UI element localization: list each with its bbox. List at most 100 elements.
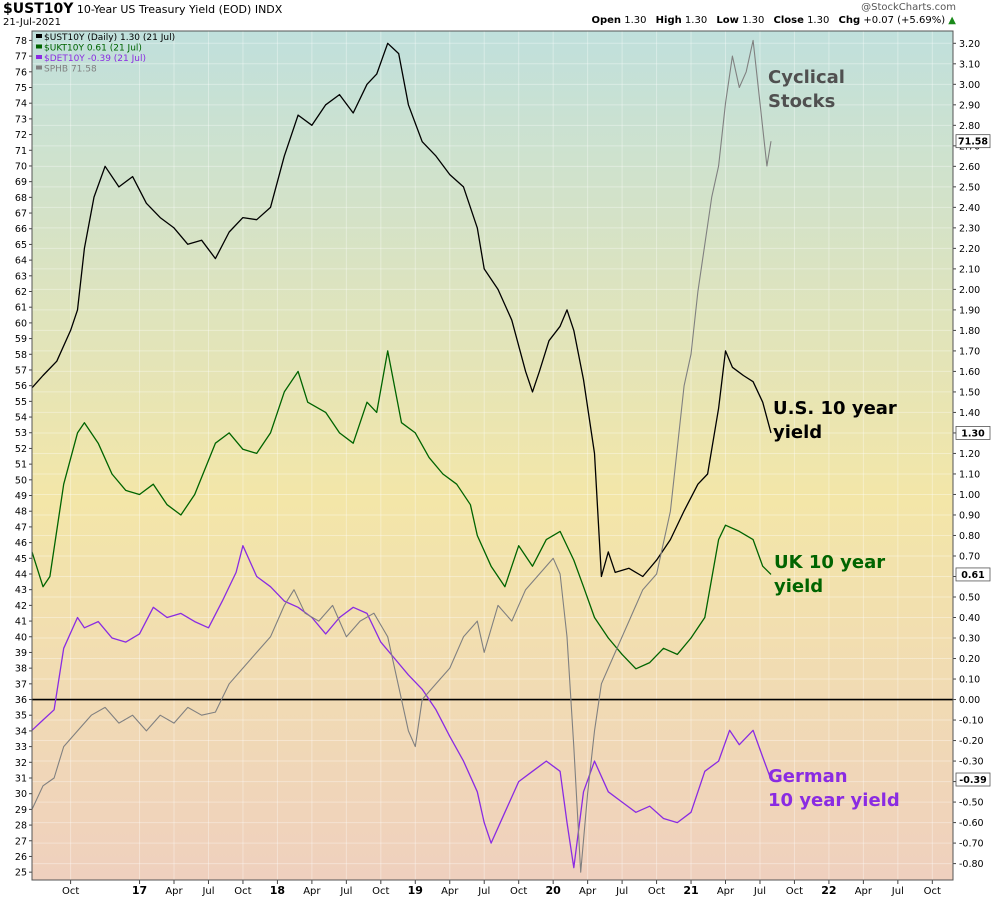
x-tick-label: 20: [546, 884, 562, 897]
right-tick-label: 3.10: [959, 59, 980, 70]
left-tick-label: 47: [15, 522, 27, 533]
left-tick-label: 42: [15, 601, 27, 612]
close-label: Close: [773, 15, 804, 26]
series-line-det10y: [31, 545, 772, 869]
right-tick-label: 2.90: [959, 100, 980, 111]
x-tick-label: Jul: [339, 886, 352, 897]
close-value: 1.30: [807, 15, 830, 26]
left-tick-label: 58: [15, 350, 27, 361]
left-tick-label: 44: [15, 569, 27, 580]
legend-swatch: [36, 55, 42, 59]
open-value: 1.30: [624, 15, 647, 26]
left-tick-label: 38: [15, 664, 27, 675]
x-tick-label: Oct: [924, 886, 941, 897]
left-tick-label: 67: [15, 209, 27, 220]
left-tick-label: 39: [15, 648, 27, 659]
last-value-tag: [955, 772, 991, 787]
right-tick-label: 3.00: [959, 80, 980, 91]
annotation-uk: yield: [774, 576, 823, 597]
left-tick-label: 59: [15, 334, 27, 345]
left-tick-label: 33: [15, 742, 27, 753]
right-tick-label: -0.50: [959, 798, 984, 809]
series-line-sphb: [31, 39, 772, 873]
symbol: $UST10Y: [3, 1, 74, 17]
right-tick-label: 1.50: [959, 387, 980, 398]
left-tick-label: 56: [15, 381, 27, 392]
x-tick-label: Jul: [891, 886, 904, 897]
ohlc-stats: Open 1.30 High 1.30 Low 1.30 Close 1.30 …: [585, 15, 956, 26]
left-tick-label: 52: [15, 444, 27, 455]
x-tick-label: 17: [132, 884, 147, 897]
last-value-label: 0.61: [961, 570, 984, 581]
left-tick-label: 27: [15, 836, 27, 847]
high-value: 1.30: [684, 15, 708, 26]
left-tick-label: 70: [15, 161, 27, 172]
right-tick-label: 1.70: [959, 346, 980, 357]
left-tick-label: 29: [15, 805, 27, 816]
left-tick-label: 41: [15, 617, 27, 628]
chart-date: 21-Jul-2021: [3, 17, 62, 28]
right-tick-label: -0.10: [959, 716, 984, 727]
right-tick-label: 0.80: [959, 531, 980, 542]
x-tick-label: Oct: [786, 886, 803, 897]
left-tick-label: 64: [15, 256, 27, 267]
left-tick-label: 65: [15, 240, 27, 251]
x-tick-label: Jul: [753, 886, 766, 897]
right-tick-label: 2.20: [959, 244, 980, 255]
right-tick-label: 0.00: [959, 695, 980, 706]
left-tick-label: 45: [15, 554, 27, 565]
x-tick-label: Oct: [648, 886, 665, 897]
left-tick-label: 69: [15, 177, 27, 188]
last-value-label: -0.39: [959, 775, 986, 786]
right-tick-label: 0.50: [959, 593, 980, 604]
x-tick-label: Oct: [510, 886, 527, 897]
x-tick-label: Jul: [615, 886, 628, 897]
open-label: Open: [591, 15, 622, 26]
left-tick-label: 37: [15, 679, 27, 690]
legend-swatch: [36, 34, 42, 38]
x-tick-label: Jul: [477, 886, 490, 897]
left-tick-label: 72: [15, 130, 27, 141]
x-tick-label: Oct: [234, 886, 251, 897]
plot-border: [31, 30, 954, 881]
x-tick-label: 21: [683, 884, 698, 897]
left-tick-label: 36: [15, 695, 27, 706]
chg-arrow-icon: ▲: [948, 15, 956, 26]
last-value-tag: [955, 134, 991, 149]
annotation-german: German: [768, 766, 848, 787]
left-tick-label: 35: [15, 711, 27, 722]
right-tick-label: 2.80: [959, 121, 980, 132]
right-tick-label: 2.10: [959, 264, 980, 275]
left-tick-label: 68: [15, 193, 27, 204]
right-tick-label: 0.10: [959, 675, 980, 686]
legend-entry: $DET10Y -0.39 (21 Jul): [44, 54, 146, 64]
legend-swatch: [36, 44, 42, 49]
right-tick-label: 2.00: [959, 285, 980, 296]
left-tick-label: 40: [15, 632, 27, 643]
annotation-cyclical: Stocks: [768, 91, 835, 112]
right-tick-label: -0.80: [959, 859, 984, 870]
left-tick-label: 63: [15, 271, 27, 282]
left-tick-label: 28: [15, 821, 27, 832]
x-tick-label: Jul: [201, 886, 214, 897]
left-tick-label: 77: [15, 52, 27, 63]
right-tick-label: 0.70: [959, 551, 980, 562]
right-tick-label: 2.60: [959, 162, 980, 173]
last-value-tag: [955, 426, 991, 440]
last-value-tag: [955, 567, 991, 582]
left-tick-label: 71: [15, 146, 27, 157]
chg-value: +0.07 (+5.69%): [863, 15, 946, 26]
x-tick-label: Apr: [441, 886, 459, 897]
left-tick-label: 25: [15, 868, 27, 879]
chart-header: $UST10Y 10-Year US Treasury Yield (EOD) …: [3, 1, 282, 17]
legend-swatch: [36, 65, 42, 70]
x-tick-label: Apr: [855, 886, 873, 897]
right-tick-label: 0.40: [959, 613, 980, 624]
left-tick-label: 54: [15, 413, 27, 424]
left-tick-label: 78: [15, 36, 27, 47]
legend-entry: $UST10Y (Daily) 1.30 (21 Jul): [44, 33, 175, 43]
right-tick-label: 1.20: [959, 449, 980, 460]
left-tick-label: 55: [15, 397, 27, 408]
right-tick-label: 2.40: [959, 203, 980, 214]
left-tick-label: 31: [15, 773, 27, 784]
